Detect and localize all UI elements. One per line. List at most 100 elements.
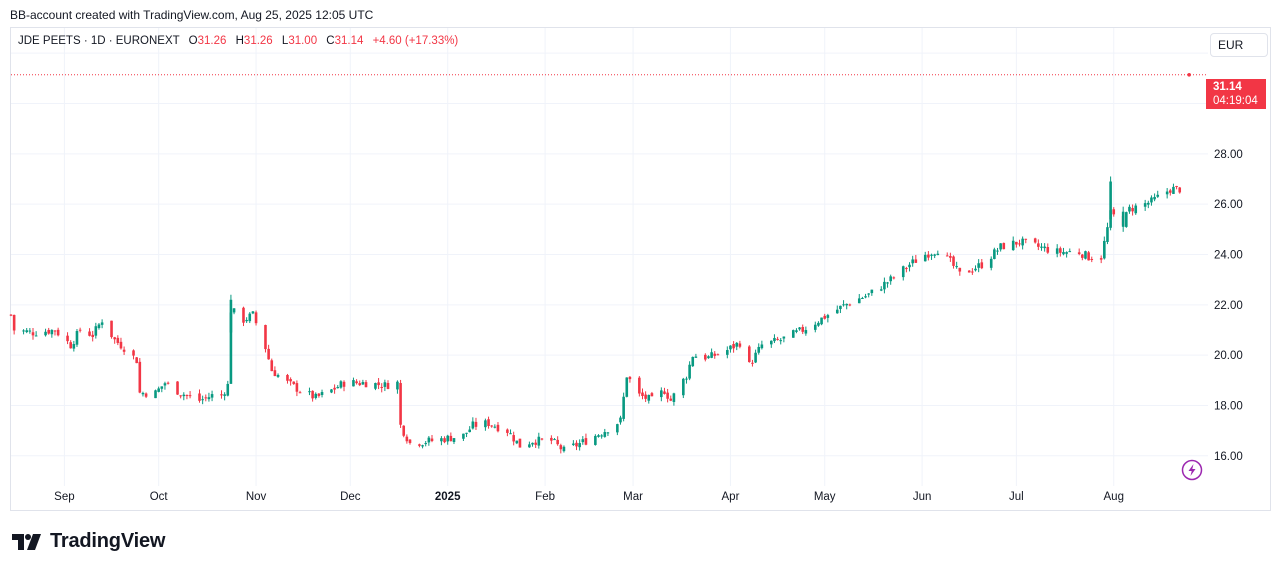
- candle-body: [1002, 242, 1006, 250]
- candle-body: [606, 432, 610, 434]
- candle-body: [760, 344, 764, 349]
- candle-body: [628, 376, 632, 380]
- candle-body: [405, 436, 409, 442]
- candle-body: [116, 337, 120, 343]
- candle-body: [641, 392, 644, 397]
- candle-body: [1121, 211, 1125, 227]
- candle-body: [1125, 212, 1128, 227]
- candle-body: [333, 387, 336, 390]
- x-tick-label: 2025: [435, 491, 461, 503]
- candle-body: [509, 433, 512, 435]
- candle-body: [1037, 243, 1040, 247]
- candle-body: [210, 394, 214, 398]
- candle-body: [575, 442, 578, 447]
- candle-body: [1084, 251, 1087, 259]
- candle-body: [424, 443, 428, 445]
- candle-body: [182, 394, 186, 397]
- candle-body: [47, 329, 51, 334]
- candle-body: [267, 348, 270, 360]
- candle-body: [556, 439, 559, 445]
- candle-body: [1043, 246, 1046, 249]
- candle-body: [377, 382, 380, 386]
- chart-frame[interactable]: [10, 27, 1271, 511]
- candle-body: [644, 394, 647, 399]
- candle-body: [364, 382, 368, 388]
- candle-body: [748, 346, 751, 363]
- candle-body: [927, 254, 930, 258]
- grid-lines: [11, 28, 1208, 486]
- candle-body: [930, 254, 933, 256]
- candle-body: [229, 299, 233, 333]
- candle-body: [320, 392, 324, 395]
- candle-body: [839, 305, 842, 310]
- candle-body: [179, 395, 182, 397]
- candle-body: [12, 314, 16, 331]
- candle-body: [330, 389, 333, 393]
- candle-body: [113, 337, 116, 340]
- x-tick-label: Feb: [535, 491, 555, 503]
- candle-body: [905, 268, 908, 270]
- candle-body: [1059, 248, 1062, 253]
- candle-body: [110, 320, 113, 338]
- tradingview-logo-icon: [12, 533, 41, 550]
- candle-body: [660, 390, 663, 398]
- candle-body: [506, 429, 509, 433]
- candle-body: [1018, 243, 1021, 245]
- candle-body: [735, 342, 739, 347]
- candle-body: [229, 312, 233, 384]
- candle-body: [716, 354, 720, 356]
- candle-body: [754, 352, 757, 363]
- candle-body: [440, 438, 443, 442]
- candle-body: [1040, 246, 1043, 248]
- candle-body: [66, 335, 69, 342]
- candle-body: [622, 396, 625, 419]
- candle-body: [757, 346, 761, 353]
- candle-body: [597, 435, 600, 437]
- candle-body: [374, 383, 377, 389]
- candle-body: [773, 337, 776, 342]
- candle-body: [50, 329, 54, 335]
- candle-body: [581, 439, 585, 443]
- bar-countdown: 04:19:04: [1213, 95, 1258, 107]
- candle-body: [974, 268, 977, 271]
- candle-body: [732, 343, 735, 349]
- candle-body: [1062, 251, 1065, 255]
- candle-body: [553, 439, 556, 441]
- candle-body: [980, 262, 984, 269]
- candle-body: [1021, 238, 1024, 246]
- candle-body: [44, 331, 47, 336]
- x-tick-label: Mar: [623, 491, 643, 503]
- candle-body: [160, 386, 164, 389]
- y-tick-label: 22.00: [1214, 300, 1243, 312]
- candle-body: [842, 304, 845, 306]
- candle-body: [776, 338, 779, 340]
- candle-body: [9, 314, 13, 316]
- candle-body: [879, 289, 883, 291]
- currency-button[interactable]: EUR: [1210, 33, 1268, 57]
- candle-body: [484, 420, 487, 428]
- candle-body: [298, 392, 302, 394]
- x-tick-label: Apr: [722, 491, 740, 503]
- candle-body: [1175, 186, 1178, 188]
- candle-body: [295, 383, 299, 392]
- candle-body: [1055, 248, 1059, 254]
- candle-body: [804, 330, 808, 334]
- candle-body: [336, 387, 340, 389]
- candle-body: [204, 397, 208, 399]
- candle-body: [34, 335, 38, 337]
- tradingview-logo[interactable]: TradingView: [12, 530, 165, 553]
- candle-body: [245, 319, 248, 322]
- candle-body: [584, 438, 588, 445]
- candle-body: [861, 297, 864, 299]
- candle-body: [399, 383, 402, 425]
- candle-body: [1153, 196, 1156, 200]
- candle-body: [1015, 241, 1018, 245]
- lightning-icon[interactable]: [1181, 459, 1203, 481]
- candle-body: [157, 388, 160, 392]
- candle-body: [1156, 194, 1160, 197]
- candle-body: [166, 382, 170, 384]
- candle-body: [493, 426, 497, 428]
- candle-body: [163, 383, 167, 386]
- x-tick-label: Jul: [1009, 491, 1024, 503]
